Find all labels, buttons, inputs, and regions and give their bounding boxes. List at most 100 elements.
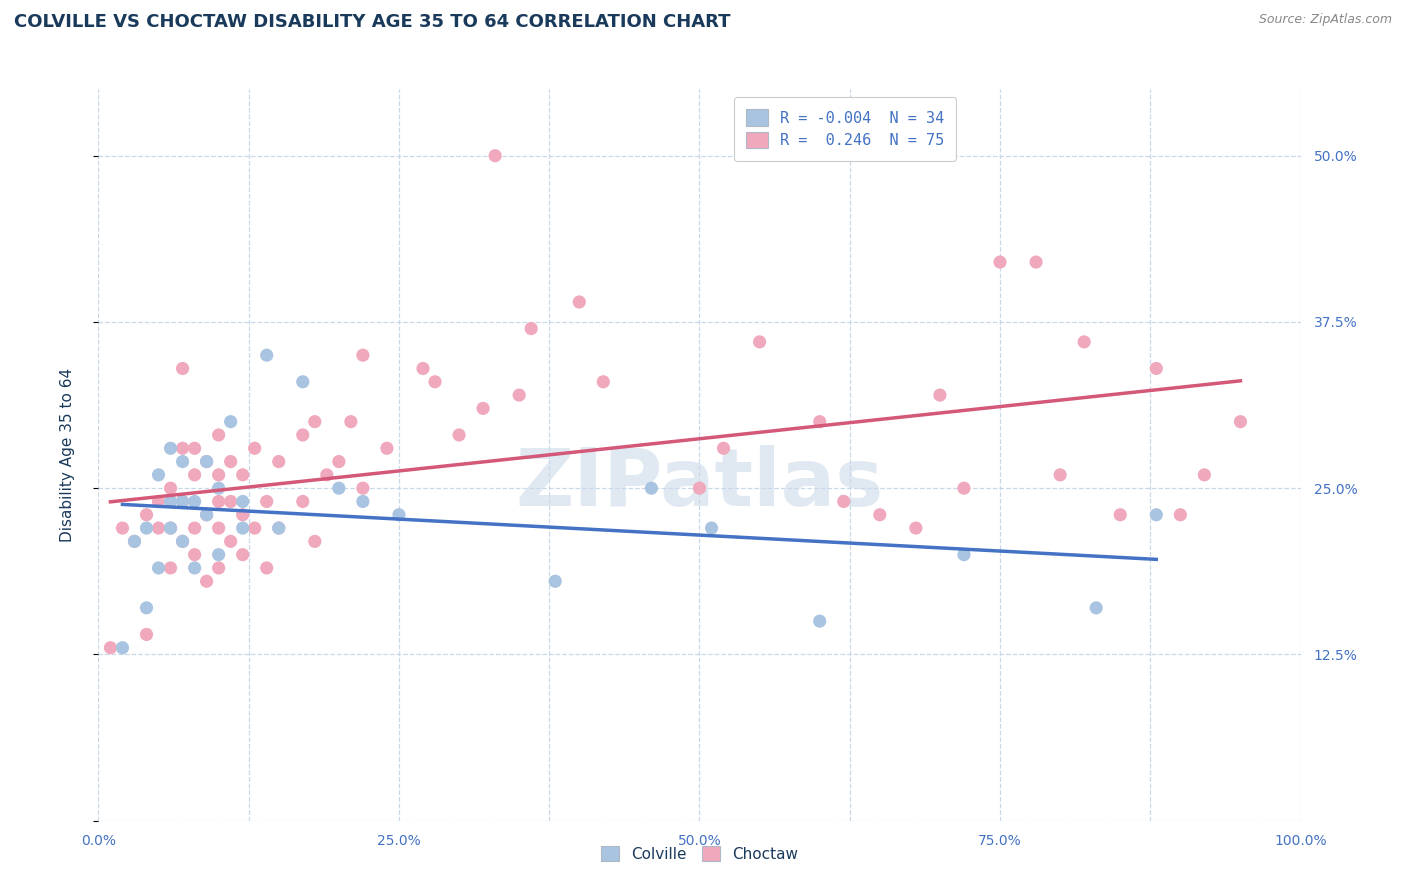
- Point: [568, 295, 591, 310]
- Point: [832, 494, 855, 508]
- Point: [592, 375, 614, 389]
- Point: [148, 521, 170, 535]
- Point: [208, 467, 231, 482]
- Point: [232, 467, 254, 482]
- Legend: Colville, Choctaw: Colville, Choctaw: [595, 840, 804, 868]
- Point: [135, 508, 157, 522]
- Point: [208, 428, 231, 442]
- Point: [111, 521, 134, 535]
- Point: [315, 467, 337, 482]
- Point: [172, 534, 194, 549]
- Point: [748, 334, 770, 349]
- Point: [291, 494, 314, 508]
- Point: [208, 548, 231, 562]
- Point: [183, 467, 205, 482]
- Point: [713, 442, 735, 456]
- Point: [988, 255, 1011, 269]
- Point: [520, 321, 543, 335]
- Point: [172, 454, 194, 468]
- Point: [208, 481, 231, 495]
- Point: [183, 561, 205, 575]
- Point: [195, 574, 218, 589]
- Point: [700, 521, 723, 535]
- Point: [1194, 467, 1216, 482]
- Point: [135, 521, 157, 535]
- Point: [291, 375, 314, 389]
- Point: [159, 521, 181, 535]
- Point: [135, 627, 157, 641]
- Point: [111, 640, 134, 655]
- Point: [256, 494, 278, 508]
- Point: [232, 548, 254, 562]
- Point: [953, 548, 976, 562]
- Point: [375, 442, 398, 456]
- Point: [159, 481, 181, 495]
- Point: [183, 548, 205, 562]
- Point: [1144, 361, 1167, 376]
- Point: [124, 534, 146, 549]
- Point: [1170, 508, 1192, 522]
- Point: [484, 149, 506, 163]
- Point: [808, 415, 831, 429]
- Point: [304, 534, 326, 549]
- Point: [267, 454, 290, 468]
- Point: [208, 494, 231, 508]
- Point: [172, 442, 194, 456]
- Point: [1229, 415, 1251, 429]
- Point: [195, 508, 218, 522]
- Point: [423, 375, 446, 389]
- Point: [124, 534, 146, 549]
- Point: [256, 561, 278, 575]
- Point: [243, 521, 266, 535]
- Point: [1085, 600, 1108, 615]
- Point: [219, 415, 242, 429]
- Point: [328, 454, 350, 468]
- Point: [172, 494, 194, 508]
- Point: [447, 428, 470, 442]
- Point: [267, 521, 290, 535]
- Point: [808, 614, 831, 628]
- Point: [148, 467, 170, 482]
- Point: [183, 442, 205, 456]
- Point: [135, 600, 157, 615]
- Point: [243, 442, 266, 456]
- Point: [172, 534, 194, 549]
- Point: [352, 481, 374, 495]
- Point: [953, 481, 976, 495]
- Point: [195, 454, 218, 468]
- Point: [1049, 467, 1071, 482]
- Point: [159, 521, 181, 535]
- Point: [159, 442, 181, 456]
- Point: [256, 348, 278, 362]
- Point: [148, 494, 170, 508]
- Point: [159, 494, 181, 508]
- Point: [640, 481, 662, 495]
- Point: [100, 640, 122, 655]
- Point: [388, 508, 411, 522]
- Point: [183, 494, 205, 508]
- Point: [904, 521, 927, 535]
- Point: [1144, 508, 1167, 522]
- Point: [232, 508, 254, 522]
- Point: [544, 574, 567, 589]
- Point: [148, 561, 170, 575]
- Point: [1073, 334, 1095, 349]
- Point: [869, 508, 891, 522]
- Point: [1025, 255, 1047, 269]
- Point: [352, 494, 374, 508]
- Point: [195, 454, 218, 468]
- Point: [183, 521, 205, 535]
- Point: [159, 561, 181, 575]
- Point: [689, 481, 711, 495]
- Point: [267, 521, 290, 535]
- Point: [219, 534, 242, 549]
- Point: [291, 428, 314, 442]
- Point: [172, 361, 194, 376]
- Point: [352, 348, 374, 362]
- Point: [208, 521, 231, 535]
- Point: [412, 361, 434, 376]
- Point: [472, 401, 495, 416]
- Point: [928, 388, 950, 402]
- Text: Source: ZipAtlas.com: Source: ZipAtlas.com: [1258, 13, 1392, 27]
- Point: [1109, 508, 1132, 522]
